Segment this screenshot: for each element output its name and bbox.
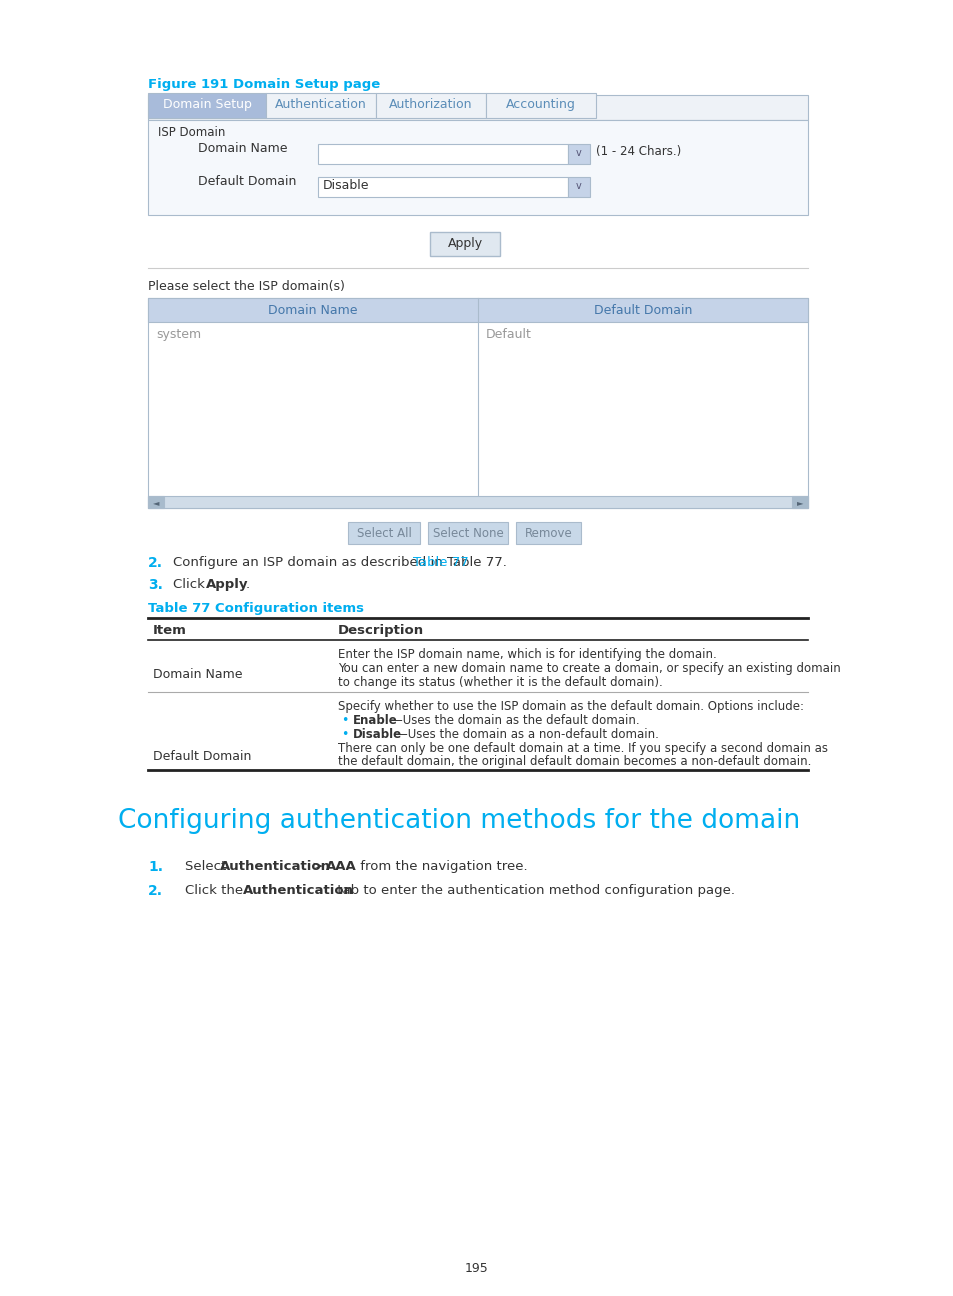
Bar: [348, 522, 419, 544]
Bar: [148, 93, 266, 118]
Bar: [516, 522, 580, 544]
Text: system: system: [156, 328, 201, 341]
Text: Select: Select: [185, 861, 231, 874]
Text: •: •: [340, 728, 348, 741]
Text: Please select the ISP domain(s): Please select the ISP domain(s): [148, 280, 345, 293]
Bar: [430, 232, 499, 257]
Bar: [148, 298, 807, 321]
Text: Specify whether to use the ISP domain as the default domain. Options include:: Specify whether to use the ISP domain as…: [337, 700, 803, 713]
Text: Default Domain: Default Domain: [198, 175, 296, 188]
Text: tab to enter the authentication method configuration page.: tab to enter the authentication method c…: [333, 884, 734, 897]
Text: Select All: Select All: [356, 527, 411, 540]
Text: Authentication: Authentication: [274, 98, 367, 111]
Text: Domain Name: Domain Name: [268, 305, 357, 318]
Text: Description: Description: [337, 623, 424, 638]
Text: >: >: [308, 861, 327, 874]
Text: Disable: Disable: [323, 179, 369, 192]
Text: Authentication: Authentication: [220, 861, 331, 874]
Text: ◄: ◄: [152, 498, 159, 507]
Text: Remove: Remove: [524, 527, 572, 540]
Text: Item: Item: [152, 623, 187, 638]
Text: Apply: Apply: [447, 237, 482, 250]
Text: 195: 195: [465, 1262, 488, 1275]
Text: 3.: 3.: [148, 578, 163, 592]
Bar: [567, 178, 589, 197]
Bar: [317, 178, 567, 197]
Text: There can only be one default domain at a time. If you specify a second domain a: There can only be one default domain at …: [337, 743, 827, 756]
Text: Enter the ISP domain name, which is for identifying the domain.: Enter the ISP domain name, which is for …: [337, 648, 716, 661]
Text: 2.: 2.: [148, 884, 163, 898]
Text: v: v: [576, 181, 581, 191]
Text: v: v: [576, 148, 581, 158]
Text: Default Domain: Default Domain: [152, 750, 251, 763]
Bar: [428, 522, 507, 544]
Text: Authorization: Authorization: [389, 98, 473, 111]
Bar: [791, 496, 807, 508]
Text: Authentication: Authentication: [243, 884, 354, 897]
Text: —Uses the domain as a non-default domain.: —Uses the domain as a non-default domain…: [395, 728, 659, 741]
Text: the default domain, the original default domain becomes a non-default domain.: the default domain, the original default…: [337, 756, 810, 769]
Text: Table 77 Configuration items: Table 77 Configuration items: [148, 603, 364, 616]
Text: ►: ►: [796, 498, 802, 507]
Text: Configuring authentication methods for the domain: Configuring authentication methods for t…: [118, 807, 800, 835]
Text: Disable: Disable: [353, 728, 402, 741]
Text: Accounting: Accounting: [505, 98, 576, 111]
Text: Enable: Enable: [353, 714, 397, 727]
Text: Default Domain: Default Domain: [593, 305, 692, 318]
Bar: [317, 144, 567, 165]
Text: 1.: 1.: [148, 861, 163, 874]
Text: Default: Default: [485, 328, 532, 341]
Text: Configure an ISP domain as described in Table 77.: Configure an ISP domain as described in …: [172, 556, 506, 569]
Bar: [148, 496, 164, 508]
Text: AAA: AAA: [326, 861, 356, 874]
Text: Click: Click: [172, 578, 209, 591]
Bar: [148, 121, 807, 215]
Text: Apply: Apply: [206, 578, 248, 591]
Text: from the navigation tree.: from the navigation tree.: [355, 861, 527, 874]
Bar: [266, 93, 375, 118]
Text: Select None: Select None: [432, 527, 503, 540]
Text: You can enter a new domain name to create a domain, or specify an existing domai: You can enter a new domain name to creat…: [337, 662, 840, 675]
Bar: [375, 93, 485, 118]
Text: 2.: 2.: [148, 556, 163, 570]
Text: ISP Domain: ISP Domain: [158, 126, 225, 139]
Text: .: .: [246, 578, 250, 591]
Bar: [567, 144, 589, 165]
Text: Click the: Click the: [185, 884, 247, 897]
Text: —Uses the domain as the default domain.: —Uses the domain as the default domain.: [391, 714, 639, 727]
Text: to change its status (whether it is the default domain).: to change its status (whether it is the …: [337, 677, 662, 689]
Bar: [148, 298, 807, 508]
Text: Domain Setup: Domain Setup: [162, 98, 252, 111]
Text: (1 - 24 Chars.): (1 - 24 Chars.): [596, 145, 680, 158]
Bar: [148, 496, 807, 508]
Bar: [148, 95, 807, 121]
Bar: [485, 93, 596, 118]
Text: Table 77: Table 77: [413, 556, 468, 569]
Text: Domain Name: Domain Name: [152, 667, 242, 680]
Text: Figure 191 Domain Setup page: Figure 191 Domain Setup page: [148, 78, 380, 91]
Text: Domain Name: Domain Name: [198, 143, 287, 156]
Text: •: •: [340, 714, 348, 727]
